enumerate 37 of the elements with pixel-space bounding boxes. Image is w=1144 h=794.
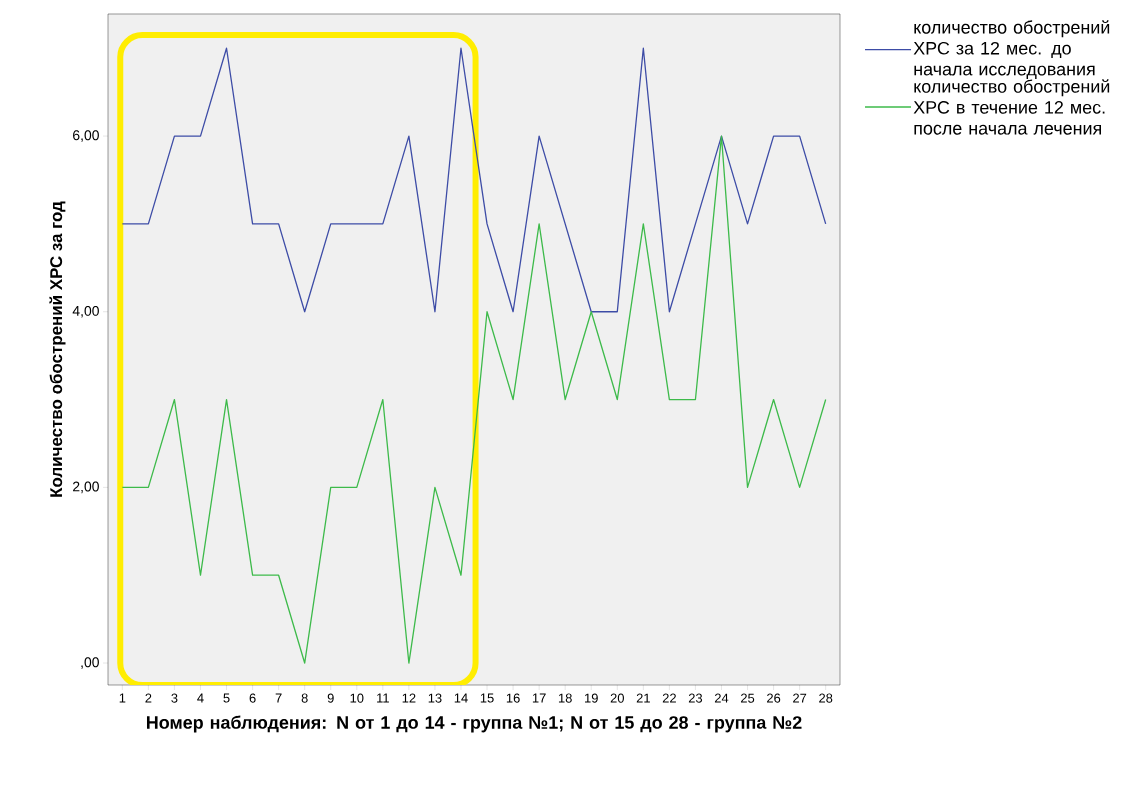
x-tick-label: 15 [480, 693, 494, 703]
y-tick-label: 6,00 [73, 130, 99, 142]
legend-label: количество обострений ХРС в течение 12 мес. после начала лечения [913, 79, 1110, 135]
x-tick-label: 10 [350, 693, 364, 703]
x-tick-label: 6 [249, 693, 256, 703]
x-tick-label: 13 [428, 693, 442, 703]
x-tick-label: 14 [454, 693, 468, 703]
y-tick-label: ,00 [81, 657, 99, 669]
x-tick-label: 2 [145, 693, 152, 703]
x-tick-label: 12 [402, 693, 416, 703]
x-tick-label: 11 [377, 693, 389, 703]
x-tick-label: 25 [740, 693, 755, 703]
y-tick-label: 2,00 [73, 481, 99, 494]
x-tick-label: 8 [301, 693, 308, 703]
x-tick-label: 5 [223, 693, 230, 703]
x-tick-label: 1 [119, 693, 126, 703]
legend-label: количество обострений ХРС за 12 мес. до начала исследования [913, 20, 1110, 79]
x-tick-label: 16 [506, 693, 520, 703]
x-axis-title: Номер наблюдения: N от 1 до 14 - группа №1; N от 15 до 28 - группа №2 [147, 715, 802, 733]
x-tick-label: 9 [327, 693, 334, 703]
x-tick-label: 3 [171, 693, 178, 703]
line-series [121, 135, 827, 664]
x-tick-label: 7 [275, 693, 282, 703]
x-tick-label: 18 [558, 693, 572, 703]
x-tick-label: 17 [532, 693, 546, 703]
y-axis-title: Количество обострений ХРС за год [49, 201, 66, 497]
x-tick-label: 23 [688, 693, 703, 703]
x-tick-label: 19 [585, 693, 598, 703]
x-tick-label: 22 [662, 693, 676, 703]
x-tick-label: 21 [636, 693, 650, 703]
x-tick-label: 28 [819, 693, 833, 703]
y-tick-label: 4,00 [72, 305, 99, 318]
x-tick-label: 24 [714, 693, 729, 703]
x-tick-label: 26 [767, 693, 781, 703]
x-tick-label: 27 [793, 693, 807, 703]
x-tick-label: 20 [610, 693, 624, 703]
x-tick-label: 4 [197, 693, 204, 703]
